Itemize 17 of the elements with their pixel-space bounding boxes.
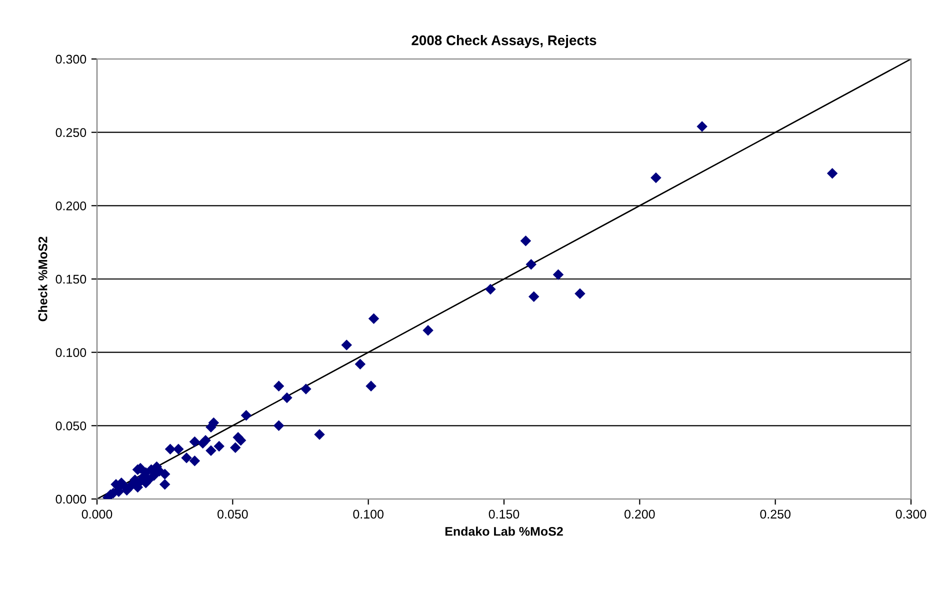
- x-tick-label: 0.050: [218, 510, 248, 519]
- x-axis-title: Endako Lab %MoS2: [445, 526, 563, 536]
- y-tick-label: 0.200: [56, 201, 86, 210]
- x-tick-label: 0.150: [488, 510, 520, 519]
- x-tick-label: 0.300: [896, 510, 926, 519]
- y-tick-label: 0.150: [56, 274, 86, 284]
- chart-title: 2008 Check Assays, Rejects: [412, 35, 596, 48]
- x-tick-label: 0.200: [624, 510, 655, 519]
- x-tick-label: 0.100: [353, 510, 384, 519]
- y-tick-label: 0.250: [56, 128, 86, 137]
- y-tick-label: 0.300: [56, 54, 86, 64]
- y-tick-label: 0.000: [56, 494, 86, 504]
- y-axis-title: Check %MoS2: [38, 236, 48, 322]
- y-tick-label: 0.050: [56, 421, 86, 430]
- y-tick-label: 0.100: [56, 348, 86, 357]
- x-tick-label: 0.250: [760, 510, 790, 519]
- x-tick-label: 0.000: [82, 510, 112, 519]
